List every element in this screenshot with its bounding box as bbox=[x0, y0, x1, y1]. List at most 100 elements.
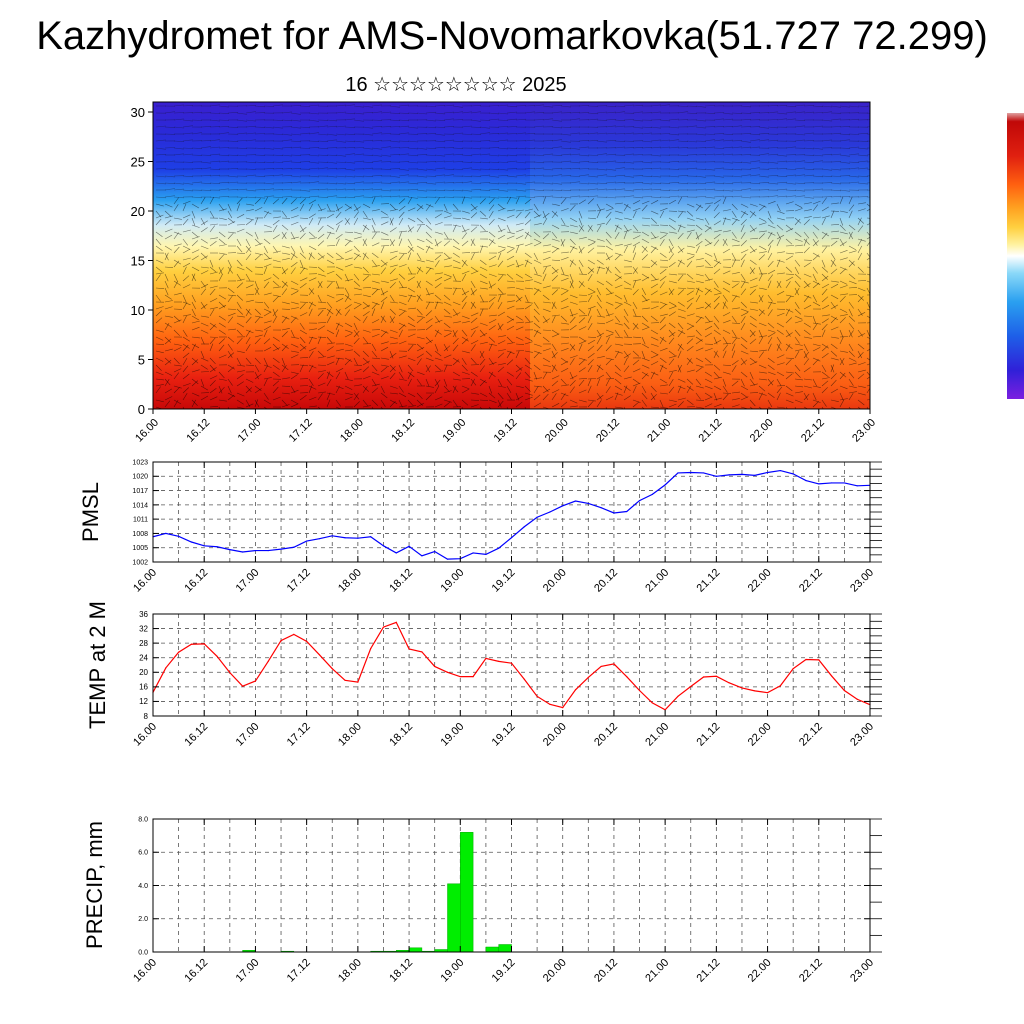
wind-barb bbox=[596, 356, 605, 359]
wind-barb bbox=[236, 337, 243, 345]
wind-barb bbox=[479, 358, 486, 366]
wind-barb bbox=[227, 312, 236, 317]
wind-barb bbox=[533, 371, 538, 380]
wind-barb bbox=[488, 147, 500, 149]
wind-barb bbox=[623, 357, 628, 366]
wind-barb bbox=[218, 304, 227, 310]
wind-barb bbox=[164, 234, 173, 240]
wind-barb bbox=[560, 393, 566, 401]
wind-barb bbox=[371, 132, 382, 135]
wind-barb bbox=[389, 268, 396, 275]
wind-barb bbox=[353, 105, 364, 108]
wind-barb bbox=[434, 350, 442, 357]
wind-barb bbox=[173, 260, 180, 268]
wind-barb bbox=[389, 294, 395, 302]
wind-barb bbox=[344, 206, 352, 212]
wind-barb bbox=[587, 323, 593, 331]
wind-barb bbox=[497, 228, 506, 233]
wind-barb bbox=[740, 316, 746, 324]
wind-barb bbox=[677, 385, 682, 394]
wind-barb bbox=[587, 274, 593, 282]
wind-barb bbox=[254, 266, 264, 269]
wind-barb bbox=[803, 294, 812, 299]
wind-barb bbox=[236, 154, 247, 157]
wind-barb bbox=[794, 308, 802, 315]
wind-barb bbox=[785, 399, 794, 404]
wind-barb bbox=[299, 196, 311, 198]
wind-barb bbox=[704, 112, 716, 114]
wind-barb bbox=[533, 112, 545, 114]
wind-barb bbox=[731, 210, 737, 218]
temp-point bbox=[306, 640, 308, 642]
wind-barb bbox=[335, 206, 343, 212]
wind-barb bbox=[794, 160, 805, 163]
wind-barb bbox=[794, 371, 801, 378]
wind-barb bbox=[317, 322, 327, 324]
wind-barb bbox=[434, 364, 442, 371]
wind-barb bbox=[560, 133, 571, 136]
wind-barb bbox=[407, 188, 419, 191]
wind-barb bbox=[344, 188, 356, 191]
wind-barb bbox=[380, 238, 390, 240]
wind-barb bbox=[488, 218, 495, 226]
wind-barb bbox=[758, 392, 767, 396]
wind-barb bbox=[488, 371, 496, 377]
wind-barb bbox=[848, 259, 856, 266]
wind-barb bbox=[848, 362, 857, 366]
wind-barb bbox=[515, 263, 524, 268]
wind-barb bbox=[785, 308, 794, 313]
pmsl-y-tick-label: 1011 bbox=[133, 517, 148, 524]
wind-barb bbox=[740, 273, 746, 281]
wind-barb bbox=[596, 168, 607, 171]
temp-y-tick-label: 8 bbox=[144, 712, 149, 721]
wind-barb bbox=[551, 403, 560, 408]
wind-barb bbox=[632, 104, 644, 107]
wind-barb bbox=[443, 390, 452, 394]
wind-barb bbox=[218, 252, 227, 255]
wind-barb bbox=[290, 215, 299, 219]
wind-barb bbox=[614, 284, 623, 289]
wind-barb bbox=[461, 240, 469, 247]
wind-barb bbox=[758, 322, 767, 327]
wind-barb bbox=[227, 266, 234, 274]
wind-barb bbox=[704, 332, 713, 338]
wind-barb bbox=[263, 147, 274, 150]
wind-barb bbox=[173, 197, 179, 205]
wind-barb bbox=[254, 315, 263, 318]
wind-barb bbox=[848, 133, 860, 135]
wind-barb bbox=[560, 290, 569, 296]
wind-barb bbox=[290, 161, 302, 163]
wind-barb bbox=[578, 308, 586, 315]
wind-barb bbox=[578, 317, 586, 324]
wind-barb bbox=[470, 399, 480, 401]
wind-barb bbox=[254, 316, 261, 324]
wind-barb bbox=[461, 273, 467, 282]
wind-barb bbox=[677, 274, 684, 282]
wind-barb bbox=[839, 329, 844, 338]
wind-barb bbox=[812, 282, 820, 289]
wind-barb bbox=[560, 342, 569, 345]
wind-barb bbox=[542, 265, 551, 268]
pmsl-point bbox=[766, 471, 769, 474]
wind-barb bbox=[407, 238, 413, 247]
wind-barb bbox=[461, 181, 472, 184]
wind-barb bbox=[551, 364, 558, 372]
wind-barb bbox=[488, 239, 495, 247]
pmsl-point bbox=[446, 558, 449, 560]
wind-barb bbox=[677, 287, 687, 289]
wind-barb bbox=[326, 224, 334, 230]
wind-barb bbox=[434, 301, 443, 304]
wind-barb bbox=[155, 175, 166, 178]
wind-barb bbox=[749, 378, 756, 386]
wind-barb bbox=[470, 189, 482, 191]
temp-point bbox=[741, 687, 743, 689]
wind-barb bbox=[200, 146, 211, 149]
wind-barb bbox=[380, 195, 392, 198]
wind-barb bbox=[596, 329, 602, 337]
wind-barb bbox=[254, 196, 265, 199]
wind-barb bbox=[407, 217, 416, 222]
wind-barb bbox=[812, 273, 817, 282]
wind-barb bbox=[272, 168, 284, 170]
wind-barb bbox=[227, 336, 235, 343]
wind-barb bbox=[569, 355, 578, 359]
